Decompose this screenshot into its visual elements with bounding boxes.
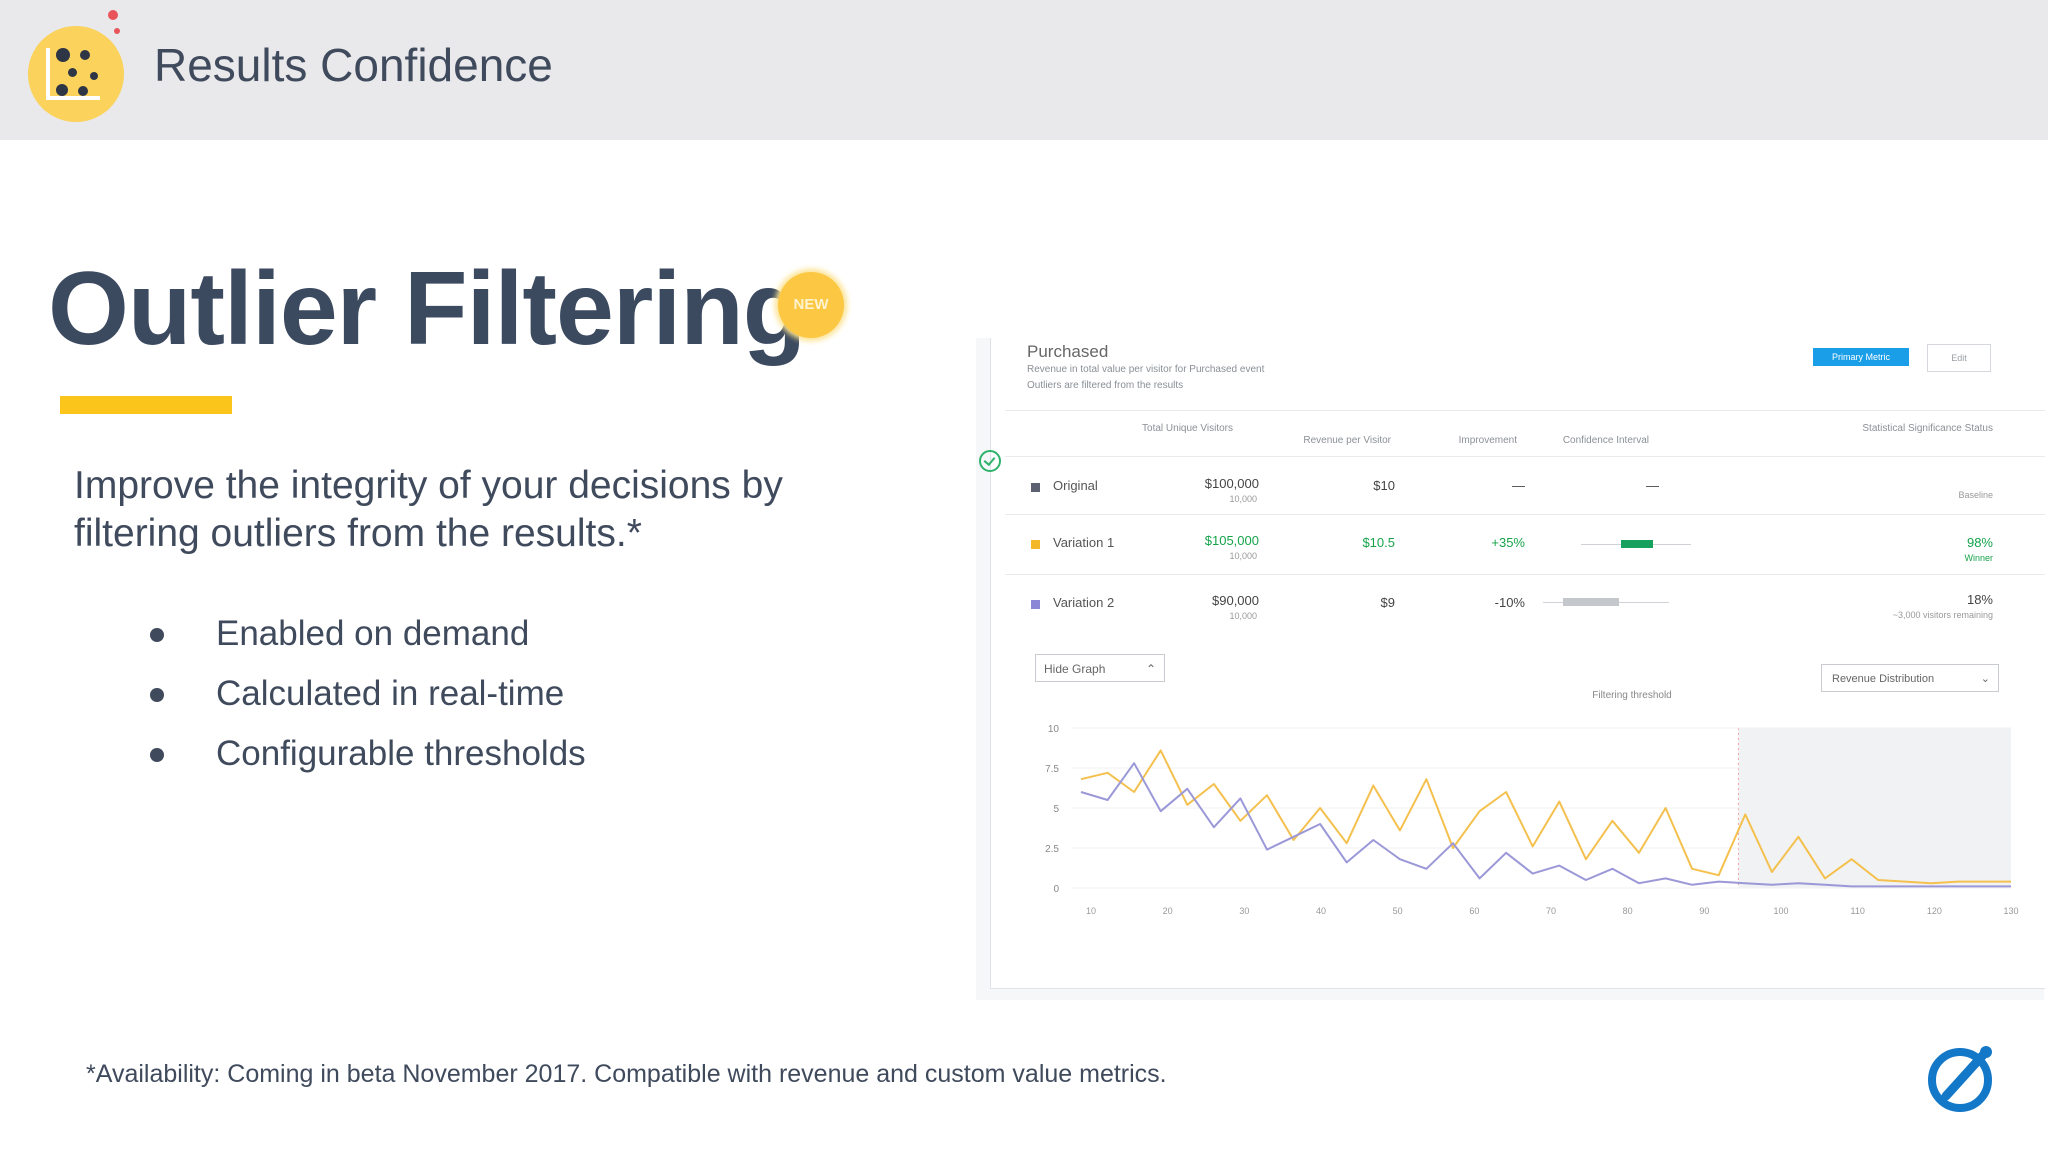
column-header-confidence: Confidence Interval <box>1562 435 1649 446</box>
dropdown-label: Revenue Distribution <box>1832 673 1935 685</box>
rpv-value: $9 <box>1380 595 1395 610</box>
title-underline <box>60 396 232 414</box>
page-title: Outlier Filtering <box>48 251 806 367</box>
x-tick-label: 120 <box>1927 906 1942 916</box>
hide-graph-button[interactable]: Hide Graph ⌃ <box>1035 654 1165 682</box>
x-tick-label: 110 <box>1850 906 1864 916</box>
divider <box>1005 410 2045 411</box>
visitors-value: 10,000 <box>1229 494 1257 504</box>
chevron-up-icon: ⌃ <box>1145 662 1156 676</box>
results-confidence-logo-icon <box>28 26 124 122</box>
lead-text: Improve the integrity of your decisions … <box>74 464 783 555</box>
confidence-value: — <box>1646 478 1659 493</box>
logo-dot <box>90 72 98 80</box>
series-line-1 <box>1080 749 2011 885</box>
confidence-interval-bar <box>1621 540 1653 548</box>
filtering-threshold-label: Filtering threshold <box>1592 690 1672 701</box>
variation-name: Variation 1 <box>1053 535 1115 550</box>
variation-name: Variation 2 <box>1053 595 1115 610</box>
series-color-swatch <box>1031 483 1040 492</box>
hide-graph-label: Hide Graph <box>1044 662 1106 676</box>
availability-footnote: *Availability: Coming in beta November 2… <box>86 1060 1167 1088</box>
header-title: Results Confidence <box>154 39 553 91</box>
x-tick-label: 90 <box>1699 906 1709 916</box>
x-tick-label: 50 <box>1393 906 1403 916</box>
x-tick-label: 70 <box>1546 906 1556 916</box>
improvement-value: -10% <box>1494 595 1525 610</box>
y-tick-label: 10 <box>1048 724 1060 735</box>
significance-status: Baseline <box>1958 490 1993 500</box>
logo-dot <box>56 84 68 96</box>
optimizely-logo-icon <box>1928 1046 1992 1112</box>
series-line-2 <box>1080 762 2011 888</box>
improvement-value: +35% <box>1491 535 1525 550</box>
bullet-icon <box>150 748 164 762</box>
x-tick-label: 10 <box>1086 906 1096 916</box>
slide-header: Results Confidence <box>0 0 2048 140</box>
series-color-swatch <box>1031 540 1040 549</box>
significance-value: 98% <box>1966 535 1993 550</box>
results-card: Purchased Revenue in total value per vis… <box>979 338 2045 989</box>
column-header-visitors: Total Unique Visitors <box>1142 423 1233 434</box>
column-header-rpv: Revenue per Visitor <box>1303 435 1391 446</box>
y-tick-label: 7.5 <box>1045 764 1059 775</box>
check-circle-icon <box>979 450 1001 472</box>
new-badge: NEW <box>778 272 844 338</box>
significance-value: 18% <box>1966 592 1993 607</box>
edit-button[interactable]: Edit <box>1927 344 1991 372</box>
logo-accent-dot <box>114 28 120 34</box>
divider <box>1005 456 2045 457</box>
divider <box>1005 574 2045 575</box>
bullet-icon <box>150 688 164 702</box>
rpv-value: $10 <box>1373 478 1395 493</box>
column-header-improvement: Improvement <box>1458 435 1517 446</box>
logo-accent-dot <box>108 10 118 20</box>
chart-axis-shape <box>46 48 100 100</box>
x-tick-label: 20 <box>1163 906 1173 916</box>
x-tick-label: 100 <box>1773 906 1788 916</box>
series-color-swatch <box>1031 600 1040 609</box>
column-header-significance: Statistical Significance Status <box>1862 423 1993 434</box>
list-item-label: Configurable thresholds <box>216 734 586 773</box>
primary-metric-badge[interactable]: Primary Metric <box>1813 348 1909 366</box>
results-screenshot: Purchased Revenue in total value per vis… <box>976 338 2045 1000</box>
revenue-value: $90,000 <box>1212 593 1259 608</box>
metric-subtitle: Revenue in total value per visitor for P… <box>1027 364 1265 375</box>
divider <box>1005 514 2045 515</box>
improvement-value: — <box>1512 478 1525 493</box>
list-item-label: Calculated in real-time <box>216 674 565 713</box>
filter-note: Outliers are filtered from the results <box>1027 380 1184 391</box>
logo-dot <box>78 86 88 96</box>
logo-dot <box>56 48 70 62</box>
y-tick-label: 2.5 <box>1045 844 1059 855</box>
significance-status: Winner <box>1964 553 1993 563</box>
significance-status: ~3,000 visitors remaining <box>1892 610 1993 620</box>
logo-dot <box>80 50 90 60</box>
x-tick-label: 30 <box>1239 906 1249 916</box>
revenue-value: $105,000 <box>1204 533 1259 548</box>
variation-name: Original <box>1053 478 1098 493</box>
confidence-interval-bar <box>1563 598 1619 606</box>
x-tick-label: 130 <box>2003 906 2018 916</box>
revenue-distribution-dropdown[interactable]: Revenue Distribution ⌄ <box>1821 664 1999 692</box>
bullet-icon <box>150 628 164 642</box>
revenue-value: $100,000 <box>1204 476 1259 491</box>
list-item-label: Enabled on demand <box>216 614 530 653</box>
x-tick-label: 80 <box>1623 906 1633 916</box>
metric-title: Purchased <box>1027 342 1109 361</box>
visitors-value: 10,000 <box>1229 551 1257 561</box>
chevron-down-icon: ⌄ <box>1980 673 1990 685</box>
y-tick-label: 0 <box>1053 884 1059 895</box>
x-tick-label: 40 <box>1316 906 1326 916</box>
logo-dot <box>68 68 77 77</box>
y-tick-label: 5 <box>1053 804 1059 815</box>
visitors-value: 10,000 <box>1229 611 1257 621</box>
x-tick-label: 60 <box>1469 906 1479 916</box>
rpv-value: $10.5 <box>1362 535 1395 550</box>
revenue-distribution-chart: 10 7.5 5 2.5 0 10 20 30 40 50 60 70 80 90 100 110 120 130 <box>1045 724 2018 916</box>
